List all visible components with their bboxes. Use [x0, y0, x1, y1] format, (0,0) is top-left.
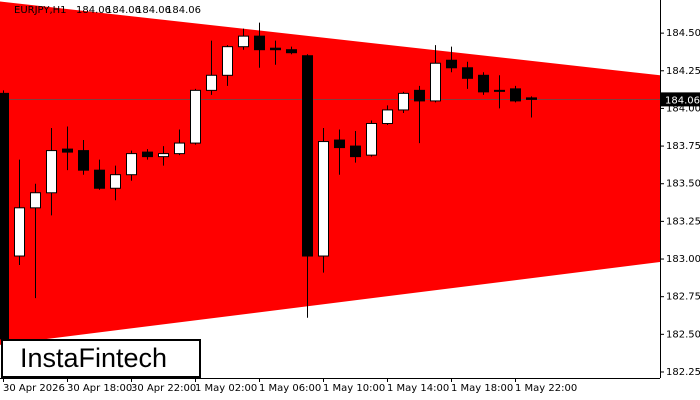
candle-body	[302, 55, 313, 257]
x-tick-label: 1 May 02:00	[195, 383, 257, 394]
y-tick-label: 182.75	[666, 292, 700, 303]
candle-body	[174, 142, 185, 155]
y-tick-label: 183.25	[666, 216, 700, 227]
current-price-box	[661, 92, 700, 107]
candle-body	[382, 109, 393, 124]
candle-body	[206, 74, 217, 91]
candle-body	[366, 122, 377, 156]
candle-body	[254, 35, 265, 51]
x-tick-label: 30 Apr 18:00	[67, 383, 132, 394]
y-tick-label: 182.25	[666, 367, 700, 378]
x-tick-label: 1 May 10:00	[323, 383, 385, 394]
candle-body	[398, 92, 409, 111]
current-price-label: 184.06	[665, 95, 700, 106]
x-tick-label: 30 Apr 22:00	[131, 383, 196, 394]
candle-body	[30, 192, 41, 209]
candle-body	[0, 92, 9, 340]
candle-body	[78, 150, 89, 171]
symbol-label: EURJPY,H1	[14, 5, 67, 16]
candle-body	[510, 88, 521, 102]
candle-body	[462, 67, 473, 79]
header-value: 184.06	[76, 5, 111, 16]
y-tick-label: 184.50	[666, 28, 700, 39]
triangle-pattern	[0, 1, 660, 345]
candle-body	[126, 153, 137, 176]
candle-body	[46, 150, 57, 194]
x-tick-label: 1 May 18:00	[451, 383, 513, 394]
candle-body	[430, 62, 441, 102]
candle-body	[142, 151, 153, 158]
y-tick-label: 183.75	[666, 141, 700, 152]
candle-body	[110, 174, 121, 189]
candle-body	[334, 139, 345, 149]
candle-body	[350, 145, 361, 158]
candle-body	[94, 169, 105, 189]
candle-body	[270, 47, 281, 51]
candle-body	[238, 35, 249, 48]
candle-body	[222, 46, 233, 76]
candle-body	[478, 74, 489, 93]
header-value: 184.06	[136, 5, 171, 16]
x-tick-label: 1 May 22:00	[515, 383, 577, 394]
candle-body	[286, 49, 297, 54]
y-tick-label: 182.50	[666, 329, 700, 340]
header-value: 184.06	[166, 5, 201, 16]
header-value: 184.06	[106, 5, 141, 16]
y-tick-label: 183.00	[666, 254, 700, 265]
candle-body	[318, 141, 329, 257]
x-tick-label: 1 May 06:00	[259, 383, 321, 394]
candle-body	[446, 59, 457, 69]
x-tick-label: 30 Apr 2026	[3, 383, 65, 394]
candle-body	[414, 89, 425, 102]
candle-body	[158, 153, 169, 158]
y-tick-label: 184.25	[666, 66, 700, 77]
logo-box	[1, 339, 201, 378]
candle-body	[62, 148, 73, 153]
y-tick-label: 183.50	[666, 179, 700, 190]
y-tick-label: 184.00	[666, 103, 700, 114]
candle-body	[526, 97, 537, 100]
candle-body	[190, 89, 201, 144]
logo: InstaFintech	[20, 343, 167, 373]
candle-body	[14, 207, 25, 257]
x-tick-label: 1 May 14:00	[387, 383, 449, 394]
candle-body	[494, 89, 505, 92]
